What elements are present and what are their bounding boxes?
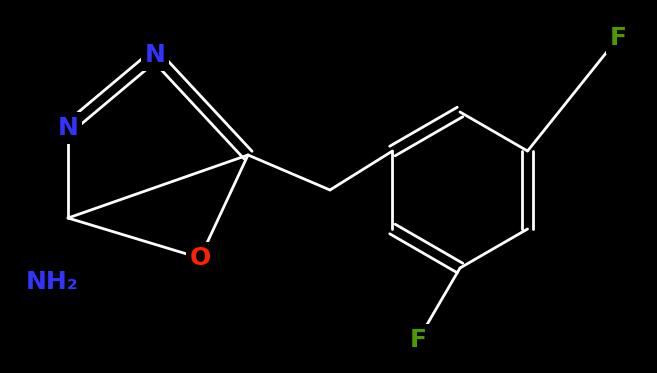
Text: O: O [189, 246, 211, 270]
Text: N: N [145, 43, 166, 67]
Text: NH₂: NH₂ [26, 270, 78, 294]
Text: F: F [409, 328, 426, 352]
Text: N: N [58, 116, 78, 140]
Text: F: F [610, 26, 627, 50]
